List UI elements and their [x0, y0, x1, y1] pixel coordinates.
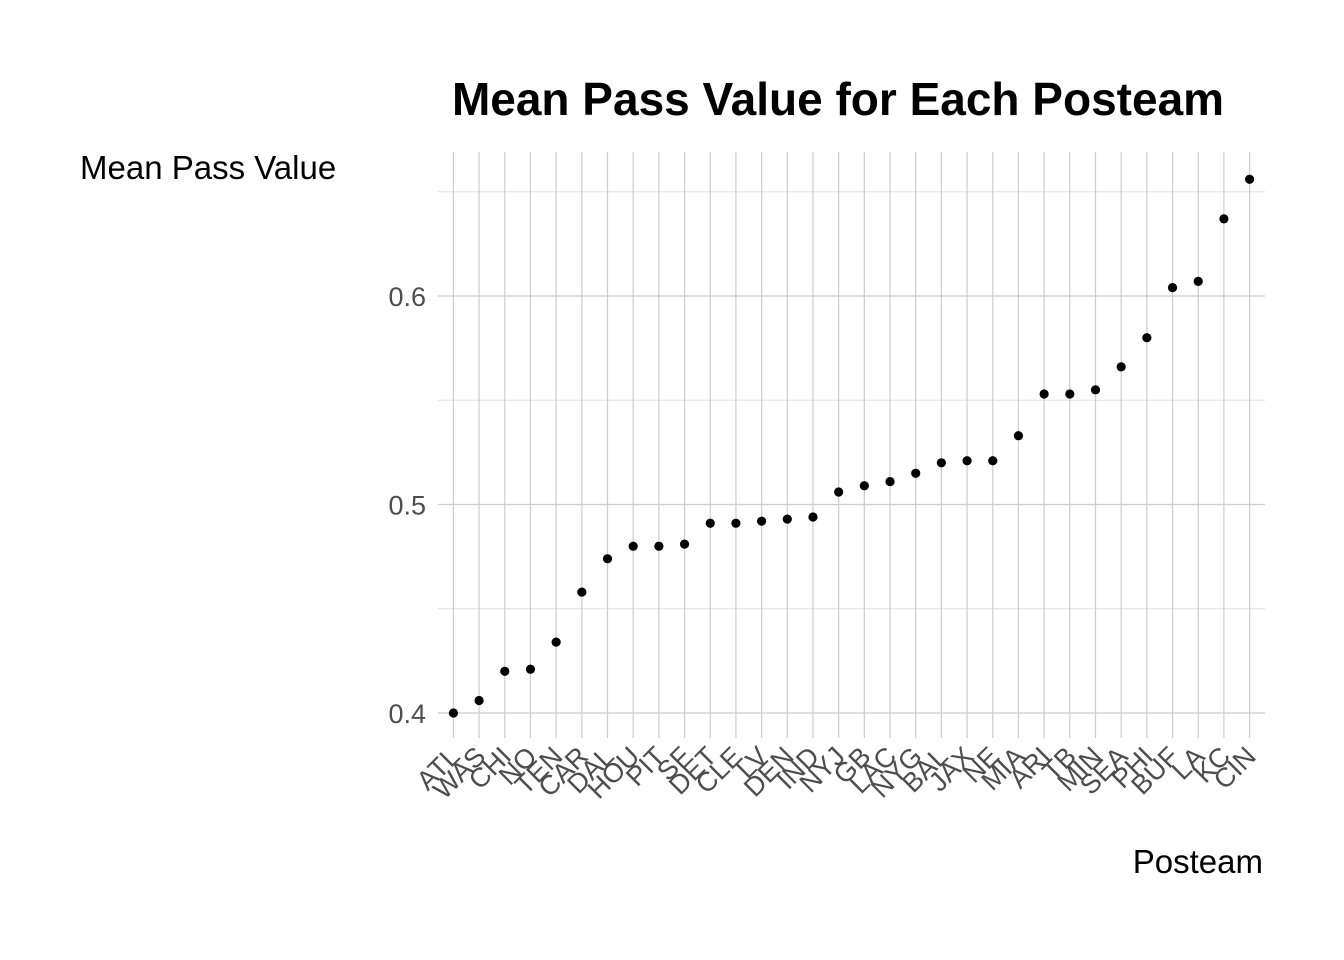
data-point — [936, 458, 946, 468]
data-point — [628, 541, 638, 551]
y-tick-label: 0.4 — [388, 699, 426, 729]
data-point — [1013, 431, 1024, 441]
data-point — [1065, 389, 1075, 399]
data-point — [1167, 283, 1178, 293]
grid — [438, 152, 1265, 738]
data-point — [782, 514, 792, 524]
data-point — [1090, 385, 1101, 395]
data-point — [448, 708, 459, 718]
data-point — [679, 539, 690, 549]
data-point — [1193, 276, 1203, 287]
data-point — [988, 456, 998, 466]
data-point — [1219, 214, 1229, 224]
x-axis-title: Posteam — [1133, 843, 1263, 880]
data-points — [448, 174, 1255, 718]
data-point — [731, 518, 741, 528]
data-point — [474, 695, 484, 706]
data-point — [962, 456, 972, 466]
chart-title: Mean Pass Value for Each Posteam — [452, 73, 1224, 125]
y-tick-label: 0.5 — [388, 491, 426, 521]
data-point — [1142, 333, 1152, 343]
data-point — [525, 664, 536, 674]
data-point — [1116, 362, 1126, 372]
data-point — [834, 487, 844, 497]
data-point — [757, 516, 767, 526]
data-point — [500, 666, 510, 676]
data-point — [859, 481, 869, 491]
data-point — [602, 554, 613, 564]
data-point — [808, 512, 818, 522]
data-point — [705, 518, 715, 528]
y-tick-label: 0.6 — [388, 282, 426, 312]
data-point — [1244, 174, 1255, 184]
data-point — [911, 468, 921, 478]
y-axis-ticks: 0.4 0.5 0.6 — [388, 282, 426, 729]
data-point — [577, 587, 587, 597]
data-point — [1039, 389, 1049, 399]
y-axis-title: Mean Pass Value — [80, 149, 336, 186]
x-axis-ticks: ATLWASCHINOTENCARDALHOUPITSFDETCLELVDENI… — [411, 741, 1262, 805]
data-point — [885, 476, 895, 487]
data-point — [654, 541, 664, 551]
data-point — [551, 637, 561, 647]
